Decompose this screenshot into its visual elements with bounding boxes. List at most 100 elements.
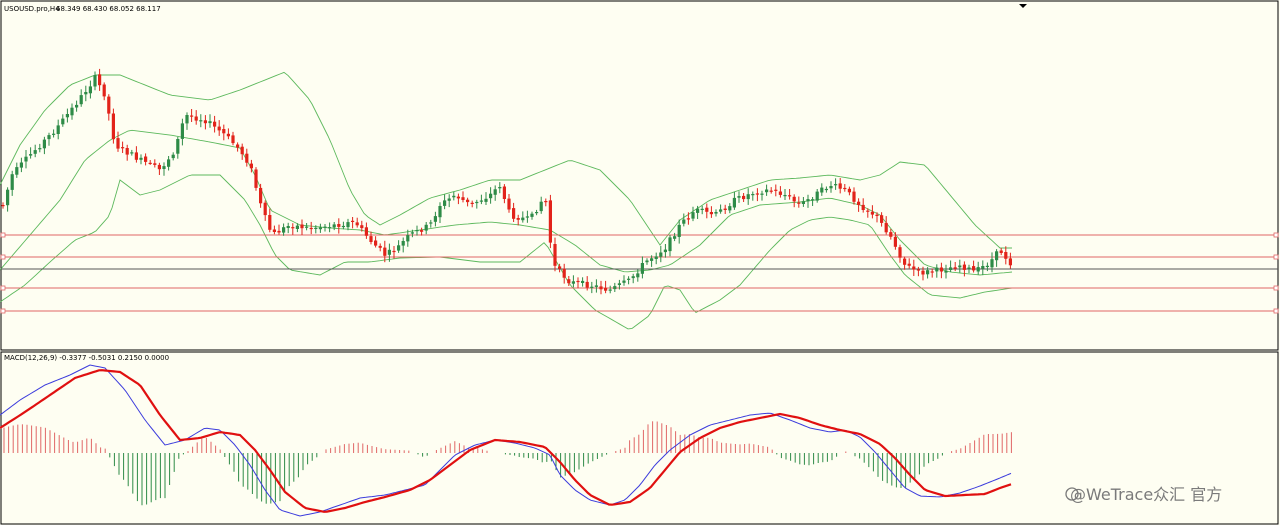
candle <box>677 219 681 244</box>
candle-body <box>452 195 456 198</box>
macd-panel[interactable]: MACD(12,26,9) -0.3377 -0.5031 0.2150 0.0… <box>0 351 1279 525</box>
candle-body <box>663 249 667 253</box>
candle <box>843 184 847 192</box>
candle <box>824 186 828 193</box>
candle <box>571 275 575 288</box>
candle <box>668 234 672 257</box>
candle <box>562 263 566 284</box>
candle <box>958 259 962 273</box>
candle <box>157 162 161 175</box>
candle-body <box>985 265 989 267</box>
candle <box>880 212 884 227</box>
candle-body <box>627 278 631 280</box>
candle <box>599 280 603 295</box>
candle-body <box>765 189 769 193</box>
candle-body <box>429 222 433 224</box>
candle-body <box>535 212 539 214</box>
candle-body <box>926 270 930 275</box>
candle <box>176 136 180 159</box>
candle <box>613 282 617 292</box>
candle <box>852 187 856 205</box>
candle-body <box>719 209 723 212</box>
candle <box>930 268 934 278</box>
candle <box>861 198 865 213</box>
candle <box>769 187 773 194</box>
candle-body <box>714 212 718 214</box>
candle-body <box>512 208 516 219</box>
candle-body <box>907 263 911 266</box>
candle-body <box>1 205 5 207</box>
candle <box>231 131 235 146</box>
candle-body <box>167 159 171 167</box>
candle-body <box>194 116 198 121</box>
candle-body <box>645 260 649 263</box>
candle-body <box>300 224 304 229</box>
candle-body <box>213 121 217 127</box>
candle <box>291 223 295 235</box>
candle <box>622 275 626 286</box>
candle-body <box>755 193 759 195</box>
candle <box>820 183 824 196</box>
candle-body <box>571 281 575 284</box>
candle-body <box>401 241 405 246</box>
candle <box>88 80 92 99</box>
candle-body <box>521 217 525 221</box>
candle-body <box>811 199 815 201</box>
candle-body <box>834 184 838 186</box>
candle-body <box>553 244 557 266</box>
candle-body <box>981 266 985 269</box>
candle-body <box>999 250 1003 253</box>
candle <box>493 185 497 201</box>
candle-body <box>355 222 359 226</box>
candle-body <box>636 273 640 278</box>
candle <box>972 260 976 273</box>
candle <box>728 203 732 214</box>
candle <box>130 149 134 156</box>
candle-body <box>286 226 290 228</box>
candle <box>194 110 198 125</box>
price-panel[interactable]: USOUSD.pro,H4 68.349 68.430 68.052 68.11… <box>0 0 1279 351</box>
watermark: @WeTrace众汇 官方 <box>1070 485 1222 504</box>
candle-body <box>723 208 727 210</box>
level-lines[interactable] <box>0 232 1279 314</box>
candle <box>213 115 217 133</box>
candle-body <box>263 202 267 216</box>
candle-body <box>673 236 677 239</box>
candle-body <box>15 167 19 175</box>
candle-body <box>631 276 635 279</box>
candle <box>484 192 488 205</box>
candle-body <box>972 266 976 271</box>
candle-body <box>176 139 180 154</box>
candle <box>939 262 943 279</box>
candle-body <box>323 226 327 228</box>
candle-body <box>38 148 42 150</box>
candle <box>42 136 46 155</box>
candle <box>530 211 534 220</box>
chart-shift-marker-icon[interactable] <box>1019 4 1027 8</box>
level-handle-right <box>1273 254 1279 260</box>
candle-body <box>659 252 663 257</box>
candle-body <box>709 212 713 215</box>
candle <box>268 208 272 233</box>
candle-body <box>231 135 235 144</box>
candle-body <box>847 188 851 193</box>
candle-body <box>392 250 396 253</box>
candle-body <box>410 232 414 234</box>
macd-label: MACD(12,26,9) -0.3377 -0.5031 0.2150 0.0… <box>4 354 169 362</box>
candle <box>774 184 778 197</box>
candle <box>604 280 608 294</box>
candle-body <box>622 280 626 283</box>
candle-body <box>424 224 428 231</box>
candle-body <box>433 216 437 222</box>
candle <box>870 205 874 219</box>
candle-body <box>148 162 152 164</box>
candle <box>576 277 580 289</box>
candle <box>392 246 396 259</box>
candle <box>300 219 304 235</box>
candle-body <box>107 96 111 114</box>
candle-body <box>604 287 608 291</box>
candle <box>346 218 350 231</box>
signal-line <box>0 369 1012 513</box>
candle-body <box>217 126 221 131</box>
candle <box>857 198 861 212</box>
